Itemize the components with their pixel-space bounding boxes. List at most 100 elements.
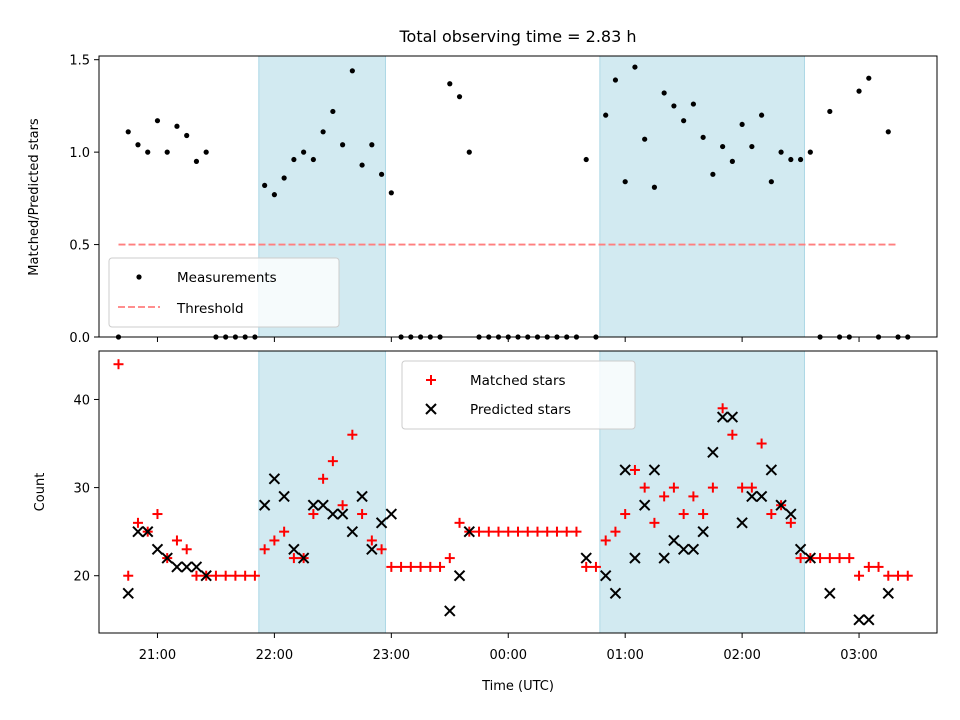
measurement-point — [262, 182, 268, 189]
matched-stars-point — [815, 553, 826, 564]
predicted-stars-point — [142, 525, 154, 538]
x-tick-label: 00:00 — [490, 648, 527, 663]
measurement-point — [856, 88, 862, 94]
predicted-stars-point — [824, 587, 836, 600]
predicted-stars-point — [346, 525, 359, 538]
measurement-point — [885, 129, 891, 135]
measurement-point — [291, 156, 297, 163]
matched-stars-point — [766, 509, 777, 520]
predicted-stars-point — [366, 543, 378, 555]
matched-stars-point — [386, 561, 397, 572]
predicted-stars-point — [794, 543, 807, 555]
predicted-stars-point — [327, 508, 339, 520]
measurement-point — [768, 179, 774, 185]
measurement-point — [203, 149, 209, 155]
count-y-tick-label: 40 — [73, 393, 90, 408]
matched-stars-point — [425, 561, 436, 572]
matched-stars-point — [532, 526, 543, 537]
measurement-point — [378, 171, 385, 177]
measurement-point — [184, 132, 190, 139]
predicted-stars-point — [658, 552, 670, 564]
ratio-panel: 0.0 0.5 1.0 1.5 Matched/Predicted stars Mea… — [27, 54, 938, 346]
predicted-stars-point — [707, 446, 719, 459]
ratio-shaded-interval — [599, 55, 805, 338]
predicted-stars-point — [161, 552, 173, 564]
count-legend-box — [401, 360, 636, 430]
predicted-stars-point — [619, 464, 631, 476]
measurement-point — [622, 179, 628, 185]
matched-stars-point — [259, 544, 270, 555]
matched-stars-point — [824, 553, 835, 564]
legend-measurements-label: Measurements — [177, 270, 277, 286]
predicted-stars-point — [356, 490, 368, 503]
predicted-stars-point — [755, 490, 768, 503]
measurement-point — [807, 149, 813, 155]
count-legend: Matched stars Predicted stars — [401, 360, 636, 430]
predicted-stars-point — [307, 499, 320, 511]
measurement-point — [125, 129, 131, 135]
measurement-point — [788, 156, 794, 163]
predicted-stars-point — [288, 543, 300, 555]
matched-stars-point — [337, 500, 348, 511]
predicted-stars-point — [687, 543, 700, 555]
predicted-stars-point — [375, 517, 388, 529]
matched-stars-point — [327, 456, 338, 467]
legend-predicted-label: Predicted stars — [470, 402, 571, 418]
matched-stars-point — [737, 482, 748, 493]
measurement-point — [135, 142, 141, 148]
predicted-stars-point — [863, 614, 875, 626]
predicted-stars-point — [668, 534, 680, 547]
measurement-point — [310, 156, 316, 163]
matched-stars-point — [474, 526, 485, 537]
predicted-stars-point — [132, 525, 144, 538]
count-y-tick-label: 20 — [73, 570, 90, 585]
predicted-stars-point — [648, 464, 661, 476]
predicted-stars-point — [317, 499, 329, 511]
predicted-stars-point — [444, 605, 456, 617]
matched-stars-point — [581, 561, 592, 572]
matched-stars-point — [522, 526, 533, 537]
x-axis-label: Time (UTC) — [481, 679, 554, 694]
predicted-stars-point — [180, 561, 193, 573]
measurement-point — [632, 64, 638, 70]
matched-stars-point — [240, 570, 251, 581]
matched-stars-point — [746, 482, 757, 493]
measurement-point — [827, 108, 833, 115]
predicted-stars-point — [258, 499, 271, 511]
measurement-point — [369, 142, 375, 148]
measurement-point — [340, 142, 346, 148]
measurement-point — [456, 94, 463, 100]
x-tick-label: 21:00 — [139, 648, 176, 663]
matched-stars-point — [717, 403, 728, 414]
measurement-point — [330, 108, 336, 115]
matched-stars-point — [347, 429, 358, 440]
measurement-point — [447, 81, 453, 87]
predicted-stars-point — [716, 411, 729, 423]
measurement-point — [739, 121, 745, 128]
matched-stars-point — [152, 509, 163, 520]
matched-stars-point — [483, 526, 494, 537]
matched-stars-point — [191, 570, 202, 581]
measurement-point — [759, 112, 765, 118]
ratio-y-axis-label: Matched/Predicted stars — [27, 118, 42, 276]
chart-title: Total observing time = 2.83 h — [398, 27, 636, 46]
matched-stars-point — [435, 561, 446, 572]
measurement-point — [583, 156, 589, 163]
matched-stars-point — [230, 570, 241, 581]
predicted-stars-point — [122, 587, 134, 600]
matched-stars-point — [171, 535, 182, 546]
predicted-stars-point — [200, 570, 212, 582]
matched-stars-point — [357, 509, 368, 520]
measurement-point — [797, 156, 804, 163]
count-panel-frame — [98, 350, 938, 634]
matched-stars-point — [668, 482, 679, 493]
predicted-stars-point — [853, 614, 865, 626]
measurement-point — [301, 149, 307, 155]
matched-stars-point — [854, 570, 865, 581]
x-tick-label: 23:00 — [373, 648, 410, 663]
predicted-stars-point — [726, 411, 739, 423]
matched-stars-point — [863, 561, 874, 572]
measurement-point — [174, 123, 180, 129]
ratio-y-tick-label: 1.0 — [69, 146, 90, 161]
